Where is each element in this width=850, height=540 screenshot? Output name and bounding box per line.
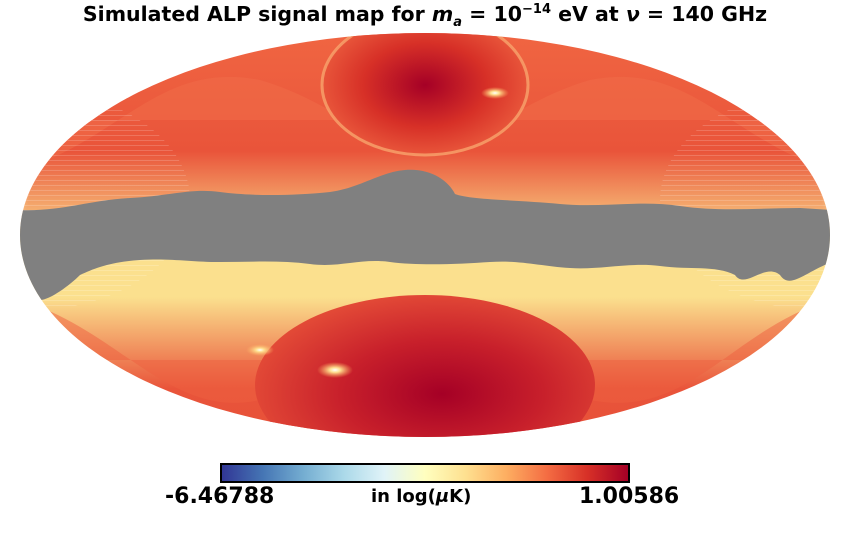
north-hotspot (322, 33, 528, 155)
galactic-plane-mask (20, 169, 830, 300)
colorbar-max-label: 1.00586 (579, 484, 680, 509)
colorbar-unit-label: in log(μK) (371, 486, 472, 507)
colorbar-min-label: -6.46788 (165, 484, 275, 509)
map-title: Simulated ALP signal map for ma = 10−14 … (82, 2, 768, 31)
south-hotspot (255, 295, 595, 437)
colorbar (220, 463, 630, 483)
